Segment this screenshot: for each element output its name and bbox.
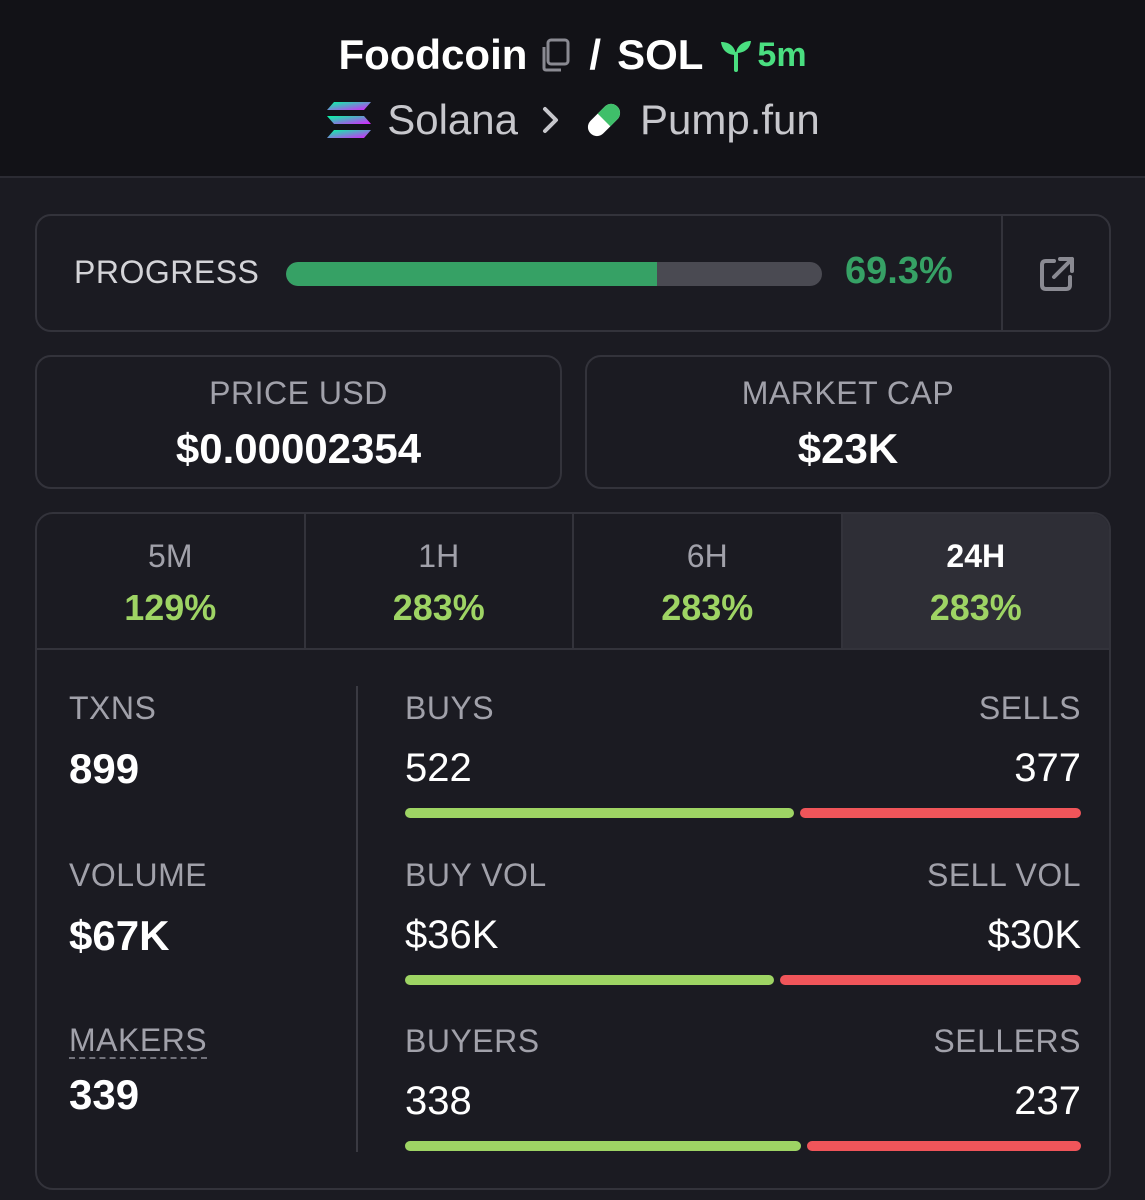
buyers-sellers-bar: [405, 1141, 1081, 1151]
chain-link[interactable]: Solana: [387, 96, 518, 143]
buyers-bar-segment: [405, 1141, 801, 1151]
price-usd-value: $0.00002354: [175, 425, 422, 472]
tab-price-change: 283%: [661, 587, 754, 628]
buy-vol-value: $36K: [405, 913, 499, 957]
tab-label: 1H: [418, 538, 460, 574]
tab-1h[interactable]: 1H 283%: [306, 514, 574, 648]
progress-percent: 69.3%: [845, 250, 953, 292]
market-cap-card: MARKET CAP $23K: [585, 355, 1111, 489]
tab-label: 6H: [686, 538, 728, 574]
pair-title: Foodcoin / SOL 5m: [0, 28, 1145, 82]
price-usd-card: PRICE USD $0.00002354: [35, 355, 562, 489]
chain-breadcrumb: Solana Pump.fun: [0, 94, 1145, 146]
buy-vol-bar-segment: [405, 975, 774, 985]
buyers-value: 338: [405, 1079, 472, 1123]
sellers-bar-segment: [806, 1141, 1081, 1151]
volume-metric: VOLUME $67K: [69, 857, 207, 960]
solana-logo-icon: [325, 100, 373, 140]
sell-vol-value: $30K: [987, 913, 1081, 957]
progress-fill: [286, 262, 658, 286]
copy-icon[interactable]: [539, 38, 571, 72]
pair-separator: /: [589, 31, 602, 78]
tab-5m[interactable]: 5M 129%: [37, 514, 306, 648]
sprout-icon: [719, 38, 753, 72]
market-cap-value: $23K: [797, 425, 899, 472]
tab-price-change: 129%: [124, 587, 217, 628]
sells-value: 377: [1014, 746, 1081, 790]
sell-vol-bar-segment: [779, 975, 1081, 985]
pill-icon: [582, 98, 626, 142]
chevron-right-icon: [542, 106, 560, 134]
market-cap-label: MARKET CAP: [741, 375, 955, 411]
column-divider: [356, 686, 358, 1152]
bonding-progress-card: PROGRESS 69.3%: [35, 214, 1111, 332]
volume-label: VOLUME: [69, 857, 208, 893]
tab-price-change: 283%: [929, 587, 1022, 628]
makers-label[interactable]: MAKERS: [69, 1022, 208, 1059]
buy-sell-volume-ratio: BUY VOL SELL VOL $36K $30K: [405, 857, 1081, 985]
buyers-sellers-ratio: BUYERS SELLERS 338 237: [405, 1023, 1081, 1151]
buy-vol-label: BUY VOL: [405, 857, 547, 893]
pair-age: 5m: [719, 35, 807, 75]
stats-panel: 5M 129% 1H 283% 6H 283% 24H 283% TXNS 89…: [35, 512, 1111, 1190]
external-link-icon[interactable]: [1037, 254, 1077, 294]
sells-label: SELLS: [978, 690, 1081, 726]
price-usd-label: PRICE USD: [209, 375, 388, 411]
quote-token: SOL: [617, 31, 704, 78]
buyers-label: BUYERS: [405, 1023, 540, 1059]
buys-label: BUYS: [405, 690, 495, 726]
age-text: 5m: [757, 35, 807, 74]
progress-label: PROGRESS: [74, 254, 260, 290]
tab-label: 24H: [946, 538, 1006, 574]
token-name: Foodcoin: [338, 31, 528, 78]
tab-6h[interactable]: 6H 283%: [574, 514, 843, 648]
buys-value: 522: [405, 746, 472, 790]
progress-divider: [1001, 216, 1003, 330]
buys-sells-bar: [405, 808, 1081, 818]
sellers-label: SELLERS: [933, 1023, 1081, 1059]
tab-price-change: 283%: [392, 587, 485, 628]
makers-value: 339: [69, 1071, 140, 1118]
txns-value: 899: [69, 745, 140, 792]
buys-bar-segment: [405, 808, 795, 818]
buy-sell-volume-bar: [405, 975, 1081, 985]
tab-label: 5M: [148, 538, 193, 574]
pair-header: Foodcoin / SOL 5m: [0, 0, 1145, 178]
sells-bar-segment: [800, 808, 1081, 818]
volume-value: $67K: [69, 912, 170, 959]
buys-sells-ratio: BUYS SELLS 522 377: [405, 690, 1081, 818]
txns-metric: TXNS 899: [69, 690, 156, 793]
sellers-value: 237: [1014, 1079, 1081, 1123]
makers-metric: MAKERS 339: [69, 1022, 208, 1119]
sell-vol-label: SELL VOL: [926, 857, 1081, 893]
timeframe-tabs: 5M 129% 1H 283% 6H 283% 24H 283%: [37, 514, 1109, 650]
tab-24h[interactable]: 24H 283%: [842, 514, 1109, 648]
progress-track: [286, 262, 822, 286]
txns-label: TXNS: [69, 690, 157, 726]
dex-link[interactable]: Pump.fun: [640, 96, 820, 143]
